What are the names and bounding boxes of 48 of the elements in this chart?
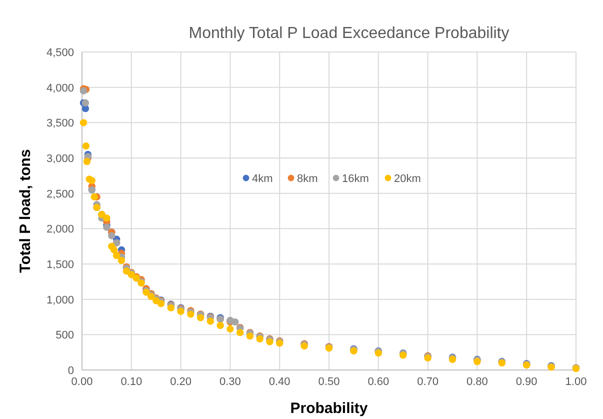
point	[122, 267, 130, 275]
y-tick-label: 500	[56, 330, 74, 342]
x-tick-label: 0.80	[466, 376, 488, 388]
point	[232, 318, 239, 326]
legend-label: 8km	[297, 173, 318, 185]
point	[236, 328, 244, 336]
point	[196, 314, 204, 322]
point	[108, 232, 116, 240]
y-tick-label: 2,500	[46, 188, 74, 200]
x-tick-label: 0.20	[170, 376, 192, 388]
chart-title: Monthly Total P Load Exceedance Probability	[188, 25, 510, 42]
legend-label: 4km	[252, 173, 273, 185]
x-tick-label: 0.30	[219, 376, 241, 388]
point	[206, 318, 214, 325]
point	[88, 177, 96, 184]
point	[118, 256, 126, 264]
point	[112, 252, 120, 260]
y-tick-label: 3,000	[46, 153, 74, 165]
point	[103, 214, 110, 222]
x-tick-label: 0.10	[120, 376, 142, 388]
x-tick-label: 0.90	[516, 376, 538, 388]
x-axis-title: Probability	[290, 400, 368, 417]
x-tick-label: 1.00	[565, 376, 587, 388]
point	[110, 246, 118, 254]
point	[82, 142, 90, 150]
y-tick-label: 4,000	[46, 82, 74, 94]
y-tick-label: 0	[68, 365, 74, 377]
y-tick-label: 1,000	[46, 294, 74, 306]
y-tick-label: 4,500	[46, 47, 74, 59]
legend-label: 20km	[394, 173, 421, 185]
point	[83, 158, 91, 166]
point	[226, 325, 234, 333]
x-tick-label: 0.70	[417, 376, 439, 388]
x-tick-label: 0.50	[318, 376, 340, 388]
point	[246, 332, 254, 340]
y-tick-label: 3,500	[46, 118, 74, 130]
point	[90, 193, 98, 200]
x-tick-label: 0.60	[368, 376, 390, 388]
point	[80, 119, 88, 126]
x-tick-label: 0.40	[268, 376, 290, 388]
legend-label: 16km	[342, 173, 369, 185]
point	[216, 322, 224, 330]
y-tick-label: 1,500	[46, 259, 74, 271]
point	[256, 335, 264, 343]
y-axis-title: Total P load, tons	[17, 149, 34, 273]
y-tick-label: 2,000	[46, 224, 74, 236]
point	[187, 310, 194, 318]
x-tick-label: 0.00	[71, 376, 93, 388]
